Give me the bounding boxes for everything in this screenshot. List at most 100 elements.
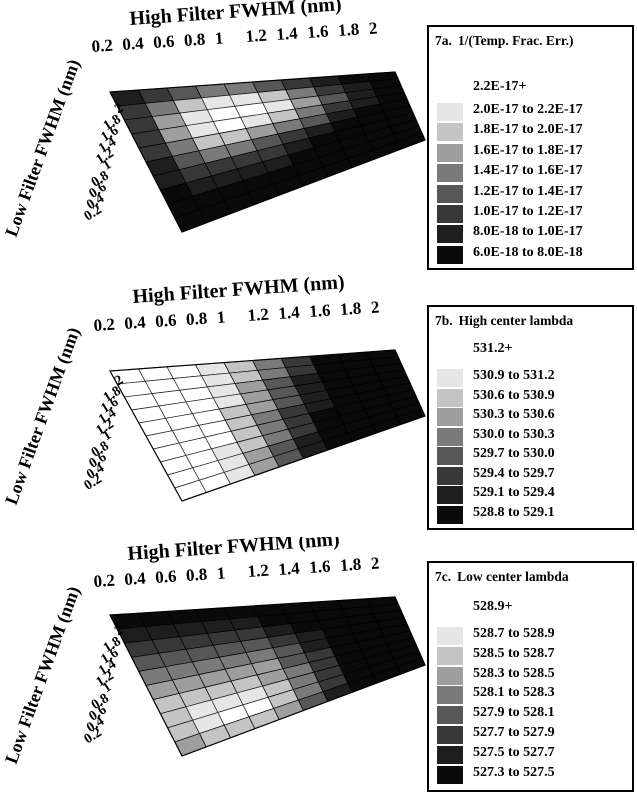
legend-label: 529.7 to 530.0	[473, 446, 555, 461]
legend-row: 528.1 to 528.3	[437, 684, 633, 706]
legend-row: 530.3 to 530.6	[437, 406, 633, 428]
legend-label: 1.4E-17 to 1.6E-17	[473, 163, 583, 179]
legend-title: 1/(Temp. Frac. Err.)	[457, 33, 574, 48]
chart-panel-7b: High Filter FWHM (nm) 0.2 0.4 0.6 0.8 1 1.2 1.4…	[0, 268, 637, 536]
legend-swatch	[437, 205, 463, 223]
legend-swatch	[437, 505, 463, 524]
legend-swatch	[437, 745, 463, 764]
x-tick-label: 1.6	[309, 301, 332, 321]
legend-label: 528.1 to 528.3	[473, 685, 555, 701]
legend-label: 527.5 to 527.7	[473, 744, 555, 760]
x-tick-label: 0.4	[122, 34, 145, 54]
legend-label: 527.3 to 527.5	[473, 764, 555, 780]
legend-label: 530.6 to 530.9	[473, 387, 555, 403]
legend-row: 527.3 to 527.5	[437, 764, 633, 786]
legend-row: 528.8 to 529.1	[437, 504, 633, 526]
legend-swatch	[437, 184, 463, 203]
x-tick-label: 1.4	[278, 303, 301, 323]
chart-panel-7c: High Filter FWHM (nm) 0.2 0.4 0.6 0.8 1 1.2 1.4…	[0, 537, 637, 805]
legend-swatch	[437, 447, 463, 465]
legend-label: 530.0 to 530.3	[473, 426, 555, 442]
chart-panel-7a: High Filter FWHM (nm) 0.2 0.4 0.6 0.8 1 1.2 1.4…	[0, 0, 637, 270]
x-tick-label: 0.6	[155, 567, 178, 587]
x-tick-label: 0.4	[124, 569, 147, 589]
x-tick-label: 1.4	[278, 559, 301, 579]
legend-label: 1.0E-17 to 1.2E-17	[473, 204, 583, 219]
legend-swatch	[437, 164, 463, 183]
legend-row: 1.6E-17 to 1.8E-17	[437, 142, 633, 164]
y-axis-title: Low Filter FWHM (nm)	[1, 57, 85, 240]
x-tick-label: 0.2	[93, 571, 116, 591]
x-tick-label: 0.2	[91, 36, 114, 56]
heatmap-plot-7c: High Filter FWHM (nm)0.2 0.4 0.6 0.8 1 1.2 1.4…	[1, 537, 426, 767]
x-tick-label: 1.6	[307, 22, 330, 42]
legend-label: 530.9 to 531.2	[473, 368, 555, 383]
legend-swatch	[437, 123, 463, 142]
legend-7a: 7a. 1/(Temp. Frac. Err.) 2.2E-17+ 2.0E-17 …	[427, 25, 634, 270]
legend-label: 528.3 to 528.5	[473, 665, 555, 681]
legend-top-level: 2.2E-17+	[473, 79, 527, 94]
x-tick-label: 0.6	[153, 32, 176, 52]
legend-row: 527.5 to 527.7	[437, 744, 633, 766]
legend-row: 530.9 to 531.2	[437, 367, 633, 389]
legend-tag: 7c.	[435, 569, 452, 584]
legend-7c: 7c. Low center lambda 528.9+ 528.7 to 528.…	[427, 561, 634, 792]
x-tick-label: 1.8	[339, 299, 362, 319]
legend-label: 528.8 to 529.1	[473, 504, 555, 520]
legend-row: 529.4 to 529.7	[437, 465, 633, 487]
legend-swatch	[437, 427, 463, 446]
legend-row: 2.0E-17 to 2.2E-17	[437, 101, 633, 123]
x-tick-label: 2	[370, 297, 380, 317]
surface-cells	[109, 71, 426, 233]
x-tick-label: 0.4	[124, 313, 147, 333]
legend-swatch	[437, 765, 463, 784]
legend-label: 529.1 to 529.4	[473, 485, 555, 500]
legend-row: 527.7 to 527.9	[437, 724, 633, 746]
legend-swatch	[437, 486, 463, 504]
legend-row: 1.4E-17 to 1.6E-17	[437, 162, 633, 184]
x-tick-label: 0.8	[185, 309, 208, 329]
legend-label: 527.9 to 528.1	[473, 705, 555, 721]
x-tick-label: 2	[370, 553, 380, 573]
legend-label: 8.0E-18 to 1.0E-17	[473, 224, 583, 240]
legend-row: 6.0E-18 to 8.0E-18	[437, 244, 633, 266]
legend-row: 528.3 to 528.5	[437, 665, 633, 687]
x-tick-label: 1.2	[245, 26, 268, 46]
legend-swatch	[437, 466, 463, 485]
legend-label: 1.8E-17 to 2.0E-17	[473, 122, 583, 138]
legend-label: 2.0E-17 to 2.2E-17	[473, 102, 583, 117]
legend-title: High center lambda	[458, 313, 574, 328]
legend-swatch	[437, 245, 463, 264]
legend-row: 1.2E-17 to 1.4E-17	[437, 183, 633, 205]
x-tick-label: 2	[368, 18, 378, 38]
legend-swatch	[437, 686, 463, 705]
x-tick-label: 1.2	[247, 561, 270, 581]
x-tick-label: 1.2	[247, 305, 270, 325]
legend-label: 6.0E-18 to 8.0E-18	[473, 244, 583, 260]
legend-swatch	[437, 143, 463, 162]
legend-swatch	[437, 388, 463, 407]
legend-label: 529.4 to 529.7	[473, 465, 555, 481]
legend-tag: 7a.	[435, 33, 452, 48]
y-axis-title: Low Filter FWHM (nm)	[1, 325, 85, 508]
legend-label: 530.3 to 530.6	[473, 407, 555, 422]
x-tick-label: 0.8	[183, 30, 206, 50]
legend-row: 530.0 to 530.3	[437, 426, 633, 448]
y-axis-title: Low Filter FWHM (nm)	[1, 584, 85, 767]
legend-row: 1.0E-17 to 1.2E-17	[437, 203, 633, 225]
x-tick-label: 0.8	[185, 565, 208, 585]
x-tick-label: 1	[216, 563, 226, 583]
legend-swatch	[437, 726, 463, 744]
legend-row: 529.7 to 530.0	[437, 445, 633, 467]
legend-tag: 7b.	[435, 313, 453, 328]
legend-row: 530.6 to 530.9	[437, 387, 633, 409]
heatmap-plot-7a: High Filter FWHM (nm)0.2 0.4 0.6 0.8 1 1.2 1.4…	[1, 0, 426, 240]
surface-cells	[109, 349, 426, 502]
legend-swatch	[437, 369, 463, 387]
legend-7b: 7b. High center lambda 531.2+ 530.9 to 531…	[427, 305, 634, 530]
heatmap-plot-7b: High Filter FWHM (nm)0.2 0.4 0.6 0.8 1 1.2 1.4…	[1, 271, 426, 508]
x-tick-label: 1.4	[276, 24, 299, 44]
surface-outline	[109, 71, 426, 233]
legend-row: 8.0E-18 to 1.0E-17	[437, 223, 633, 245]
legend-swatch	[437, 666, 463, 685]
